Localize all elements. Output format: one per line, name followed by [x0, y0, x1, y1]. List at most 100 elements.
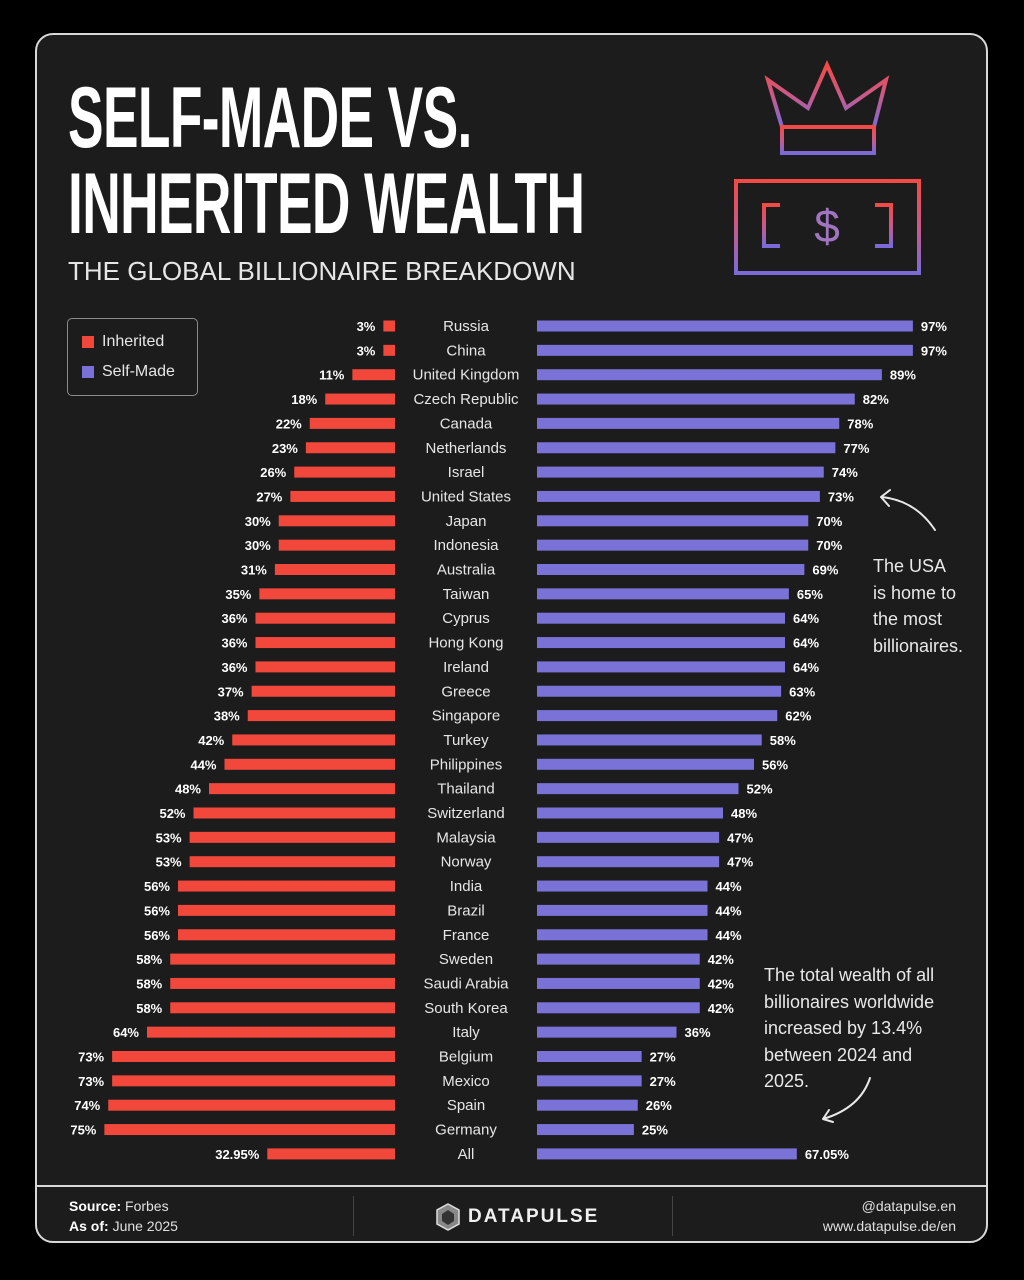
inherited-value-label: 31% [241, 563, 267, 578]
country-label: India [450, 878, 483, 895]
usa-note-line: The USA [873, 556, 947, 576]
country-label: Israel [448, 464, 485, 481]
country-label: Canada [440, 415, 493, 432]
inherited-value-label: 22% [276, 416, 302, 431]
inherited-bar [278, 539, 395, 551]
self-made-bar [537, 1075, 642, 1087]
wealth-annotation: The total wealth of all billionaires wor… [764, 962, 934, 1095]
self-made-value-label: 69% [812, 563, 838, 578]
self-made-value-label: 62% [785, 709, 811, 724]
inherited-value-label: 42% [198, 733, 224, 748]
inherited-bar [104, 1124, 395, 1136]
inherited-value-label: 30% [245, 514, 271, 529]
inherited-bar [247, 710, 395, 722]
inherited-bar [189, 831, 395, 843]
inherited-bar [178, 929, 395, 941]
brand-name: DATAPULSE [468, 1206, 600, 1227]
inherited-value-label: 3% [357, 343, 376, 358]
country-label: Switzerland [427, 805, 505, 822]
self-made-value-label: 52% [747, 782, 773, 797]
inherited-bar [309, 417, 395, 429]
country-label: Italy [452, 1024, 480, 1041]
datapulse-logo-icon [436, 1203, 460, 1231]
legend-self-made: Self-Made [82, 363, 175, 381]
self-made-value-label: 77% [843, 441, 869, 456]
inherited-swatch [82, 336, 94, 348]
country-label: Germany [435, 1122, 497, 1139]
self-made-value-label: 97% [921, 343, 947, 358]
inherited-bar [255, 637, 395, 649]
inherited-value-label: 64% [113, 1025, 139, 1040]
self-made-value-label: 47% [727, 855, 753, 870]
inherited-value-label: 58% [136, 1001, 162, 1016]
inherited-bar [170, 977, 395, 989]
self-made-bar [537, 929, 708, 941]
footer-separator [672, 1196, 673, 1236]
country-label: United States [421, 488, 511, 505]
website-link[interactable]: www.datapulse.de/en [822, 1218, 956, 1234]
self-made-bar [537, 369, 882, 381]
inherited-bar [352, 369, 395, 381]
self-made-bar [537, 1099, 638, 1111]
self-made-value-label: 78% [847, 416, 873, 431]
inherited-value-label: 32.95% [215, 1147, 260, 1162]
social-handle[interactable]: @datapulse.en [861, 1198, 956, 1214]
country-label: Thailand [437, 781, 495, 798]
inherited-value-label: 3% [357, 319, 376, 334]
inherited-value-label: 74% [74, 1098, 100, 1113]
self-made-bar [537, 564, 805, 575]
self-made-bar [537, 393, 855, 405]
self-made-bar [537, 588, 789, 600]
inherited-bar [209, 783, 395, 795]
inherited-value-label: 36% [221, 660, 247, 675]
inherited-value-label: 58% [136, 976, 162, 991]
usa-note-line: billionaires. [873, 635, 964, 656]
title-line-1: SELF-MADE VS. [68, 70, 472, 166]
wealth-note-line: between 2024 and [764, 1044, 913, 1065]
inherited-bar [325, 393, 395, 405]
self-made-value-label: 26% [646, 1098, 672, 1113]
inherited-bar [290, 490, 395, 502]
inherited-bar [294, 466, 395, 478]
self-made-swatch [82, 366, 94, 378]
self-made-value-label: 74% [832, 465, 858, 480]
wealth-note-line: billionaires worldwide [764, 991, 935, 1012]
self-made-bar [537, 515, 809, 527]
annotation-arrows [822, 489, 936, 1123]
legend-self-made-label: Self-Made [102, 363, 175, 380]
country-label: Philippines [430, 756, 503, 773]
legend: Inherited Self-Made [67, 318, 198, 396]
footer-contact: @datapulse.en www.datapulse.de/en [823, 1196, 956, 1236]
inherited-value-label: 26% [260, 465, 286, 480]
footer-divider [35, 1185, 988, 1187]
self-made-bar [537, 1002, 700, 1014]
country-label: Japan [446, 513, 487, 530]
self-made-bar [537, 758, 754, 770]
inherited-value-label: 36% [221, 611, 247, 626]
inherited-value-label: 30% [245, 538, 271, 553]
self-made-bar [537, 661, 785, 673]
inherited-bar [193, 807, 395, 819]
inherited-value-label: 18% [291, 392, 317, 407]
self-made-value-label: 47% [727, 830, 753, 845]
inherited-value-label: 73% [78, 1050, 104, 1065]
inherited-value-label: 73% [78, 1074, 104, 1089]
inherited-value-label: 48% [175, 782, 201, 797]
inherited-bar [189, 856, 395, 868]
inherited-value-label: 52% [159, 806, 185, 821]
self-made-value-label: 36% [685, 1025, 711, 1040]
inherited-bar [170, 1002, 395, 1014]
source-value: Forbes [125, 1198, 169, 1214]
self-made-value-label: 64% [793, 636, 819, 651]
arrow-icon [822, 1077, 871, 1123]
country-label: Norway [441, 854, 492, 871]
inherited-value-label: 37% [218, 684, 244, 699]
inherited-bar [232, 734, 395, 746]
self-made-bar [537, 783, 739, 795]
self-made-value-label: 27% [650, 1050, 676, 1065]
country-label: Ireland [443, 659, 489, 676]
self-made-value-label: 65% [797, 587, 823, 602]
self-made-value-label: 56% [762, 757, 788, 772]
self-made-bar [537, 685, 782, 697]
country-label: All [458, 1146, 475, 1163]
